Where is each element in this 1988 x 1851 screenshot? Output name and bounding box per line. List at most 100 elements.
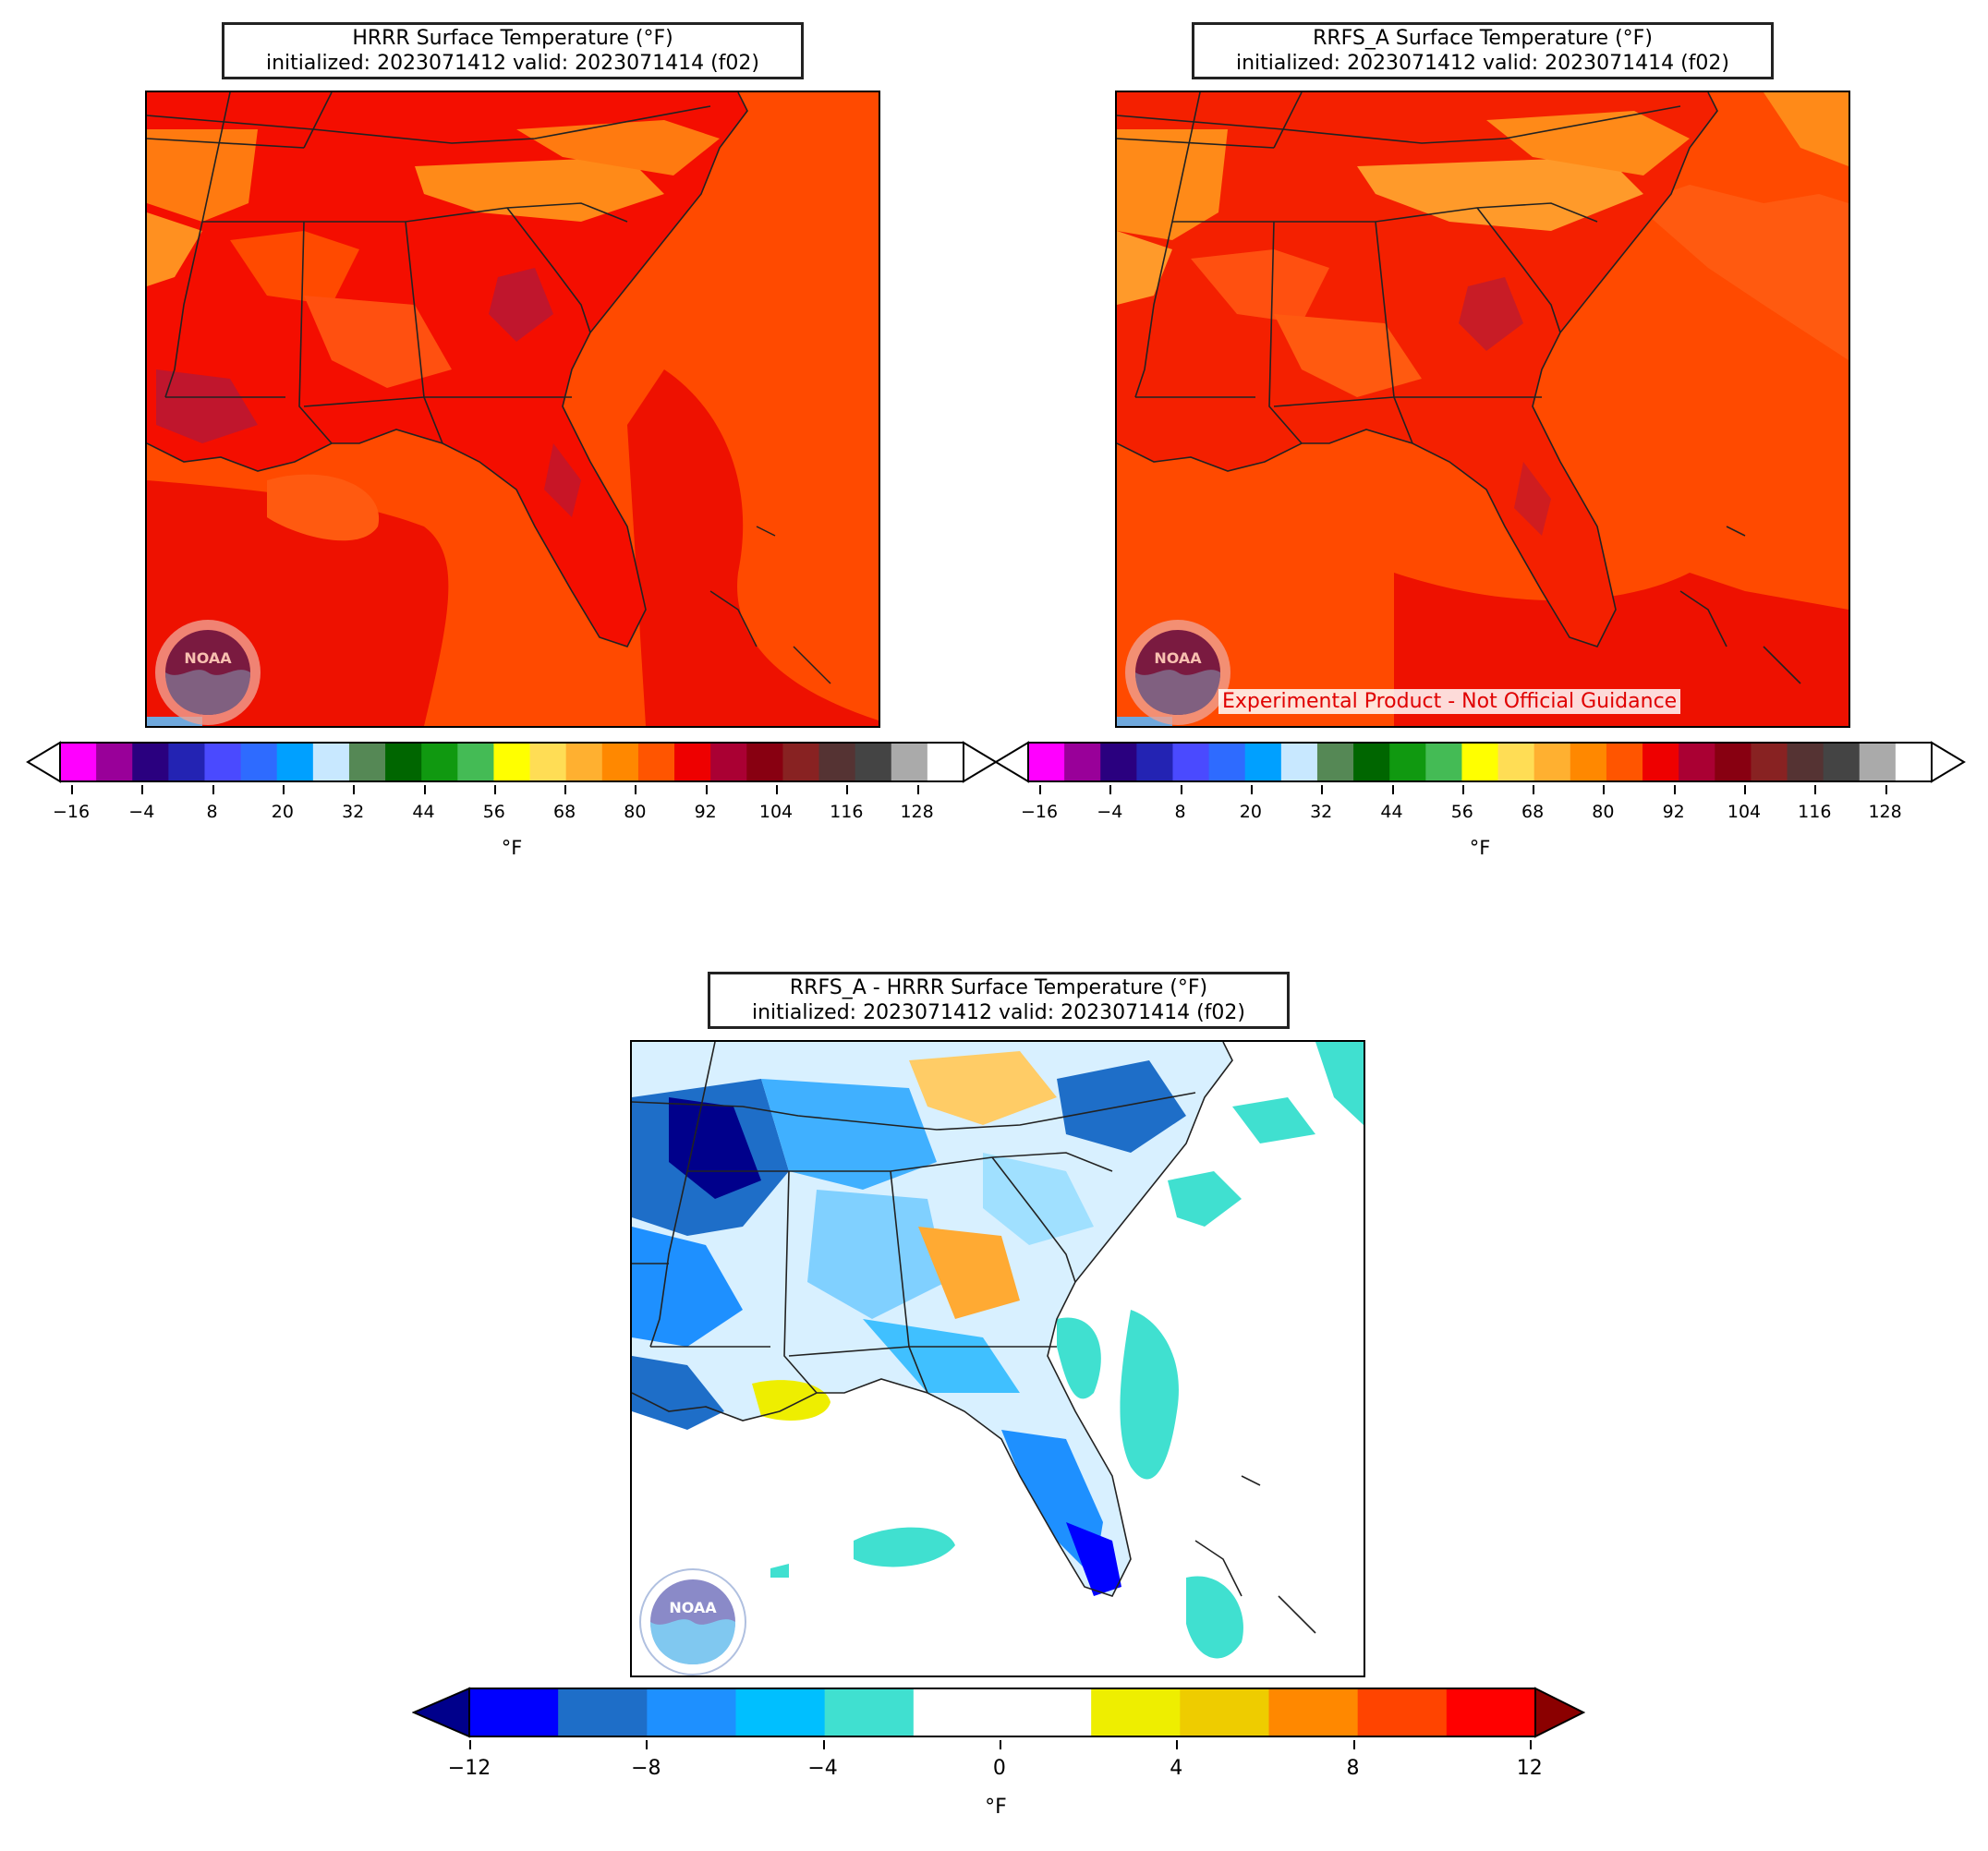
colorbar-swatch — [1280, 743, 1318, 781]
colorbar-tick-label: 56 — [1450, 802, 1473, 822]
colorbar-tick-mark — [353, 785, 356, 794]
colorbar-swatch — [927, 743, 964, 781]
colorbar-swatch — [637, 743, 675, 781]
colorbar-tick-label: −16 — [1020, 802, 1059, 822]
colorbar-tick-label: 20 — [271, 802, 294, 822]
colorbar-tick-mark — [1673, 785, 1676, 794]
colorbar-tick-label: 80 — [624, 802, 647, 822]
colorbar-tick-mark — [846, 785, 849, 794]
colorbar-swatch — [1002, 1688, 1092, 1736]
diff-colorbar-unit: °F — [985, 1796, 1007, 1819]
colorbar-tick-mark — [822, 1740, 825, 1749]
colorbar-swatch — [1679, 743, 1715, 781]
colorbar-tick-label: 128 — [1868, 802, 1902, 822]
colorbar-tick-mark — [776, 785, 778, 794]
colorbar-tick-label: 80 — [1592, 802, 1615, 822]
colorbar-swatch — [1180, 1688, 1269, 1736]
colorbar-tick-mark — [212, 785, 214, 794]
colorbar-swatch — [674, 743, 711, 781]
colorbar-tick-mark — [1814, 785, 1817, 794]
colorbar-swatch — [529, 743, 567, 781]
colorbar-tick-mark — [1533, 785, 1535, 794]
colorbar-tick-label: 20 — [1239, 802, 1262, 822]
hrrr-colorbar-unit: °F — [501, 837, 523, 859]
colorbar-tick-mark — [493, 785, 496, 794]
colorbar-swatch — [782, 743, 820, 781]
hrrr-logo-text: NOAA — [184, 649, 232, 667]
colorbar-tick-label: 8 — [1174, 802, 1186, 822]
colorbar-tick-mark — [1109, 785, 1112, 794]
diff-title-line1: RRFS_A - HRRR Surface Temperature (°F) — [789, 976, 1208, 999]
hrrr-colorbar-ticks: −16 −4 8 20 32 44 56 68 80 92 104 116 128 — [0, 785, 994, 826]
colorbar-swatch — [601, 743, 639, 781]
colorbar-swatch — [1606, 743, 1643, 781]
colorbar-swatch — [1100, 743, 1137, 781]
colorbar-swatch — [421, 743, 458, 781]
colorbar-tick-label: 68 — [1521, 802, 1545, 822]
colorbar-swatch — [348, 743, 386, 781]
colorbar-swatch — [1643, 743, 1679, 781]
rrfs-map-graphic — [1117, 92, 1849, 726]
colorbar-tick-mark — [1321, 785, 1324, 794]
colorbar-swatch — [1357, 1688, 1448, 1736]
colorbar-outline — [1027, 742, 1933, 782]
colorbar-swatch — [891, 743, 928, 781]
colorbar-tick-label: 92 — [1662, 802, 1685, 822]
colorbar-swatch — [824, 1688, 915, 1736]
colorbar-tick-label: −16 — [52, 802, 91, 822]
colorbar-tick-mark — [1180, 785, 1182, 794]
colorbar-tick-label: 32 — [1310, 802, 1333, 822]
colorbar-swatch — [1172, 743, 1210, 781]
rrfs-colorbar-ticks: −16 −4 8 20 32 44 56 68 80 92 104 116 128 — [994, 785, 1988, 826]
colorbar-swatch — [1787, 743, 1824, 781]
experimental-product-note: Experimental Product - Not Official Guid… — [1218, 689, 1681, 714]
colorbar-swatch — [558, 1688, 648, 1736]
rrfs-title-line1: RRFS_A Surface Temperature (°F) — [1313, 27, 1653, 50]
colorbar-tick-mark — [71, 785, 73, 794]
colorbar-swatch — [913, 1688, 1003, 1736]
colorbar-swatch — [746, 743, 783, 781]
colorbar-tick-mark — [469, 1740, 471, 1749]
colorbar-swatch — [647, 1688, 736, 1736]
hrrr-title: HRRR Surface Temperature (°F) initialize… — [222, 22, 804, 79]
diff-logo-text: NOAA — [669, 1599, 717, 1616]
colorbar-swatch — [276, 743, 314, 781]
colorbar-tick-label: 92 — [694, 802, 717, 822]
colorbar-tick-mark — [646, 1740, 649, 1749]
hrrr-map: NOAA — [145, 91, 880, 728]
colorbar-tick-label: −12 — [447, 1757, 491, 1780]
colorbar-swatch — [96, 743, 133, 781]
diff-colorbar — [411, 1687, 1586, 1738]
colorbar-tick-label: 44 — [412, 802, 435, 822]
colorbar-tick-label: 116 — [830, 802, 864, 822]
diff-colorbar-graphic — [411, 1687, 1586, 1738]
colorbar-swatch — [1823, 743, 1861, 781]
colorbar-tick-label: 0 — [992, 1757, 1006, 1780]
diff-panel: RRFS_A - HRRR Surface Temperature (°F) i… — [0, 961, 1988, 1851]
colorbar-swatch — [1136, 743, 1173, 781]
colorbar-tick-label: 44 — [1380, 802, 1403, 822]
colorbar-swatch — [240, 743, 278, 781]
colorbar-swatch — [204, 743, 242, 781]
colorbar-tick-label: 32 — [342, 802, 365, 822]
colorbar-tick-label: 56 — [482, 802, 505, 822]
hrrr-noaa-logo: NOAA — [152, 617, 263, 726]
colorbar-swatch — [1570, 743, 1607, 781]
colorbar-swatch — [818, 743, 856, 781]
noaa-logo-icon: NOAA — [639, 1568, 746, 1676]
colorbar-tick-label: −4 — [1097, 802, 1123, 822]
rrfs-colorbar-unit: °F — [1469, 837, 1491, 859]
colorbar-tick-label: 68 — [553, 802, 576, 822]
colorbar-tick-mark — [141, 785, 144, 794]
colorbar-swatch — [855, 743, 892, 781]
colorbar-swatch — [1028, 743, 1065, 781]
colorbar-swatch — [1461, 743, 1499, 781]
colorbar-tick-mark — [1039, 785, 1041, 794]
colorbar-tick-mark — [1529, 1740, 1532, 1749]
colorbar-tick-mark — [1461, 785, 1464, 794]
colorbar-swatch — [1244, 743, 1282, 781]
colorbar-tick-label: 104 — [758, 802, 794, 822]
colorbar-swatch — [469, 1688, 559, 1736]
colorbar-swatch — [1425, 743, 1462, 781]
rrfs-logo-text: NOAA — [1154, 649, 1202, 667]
